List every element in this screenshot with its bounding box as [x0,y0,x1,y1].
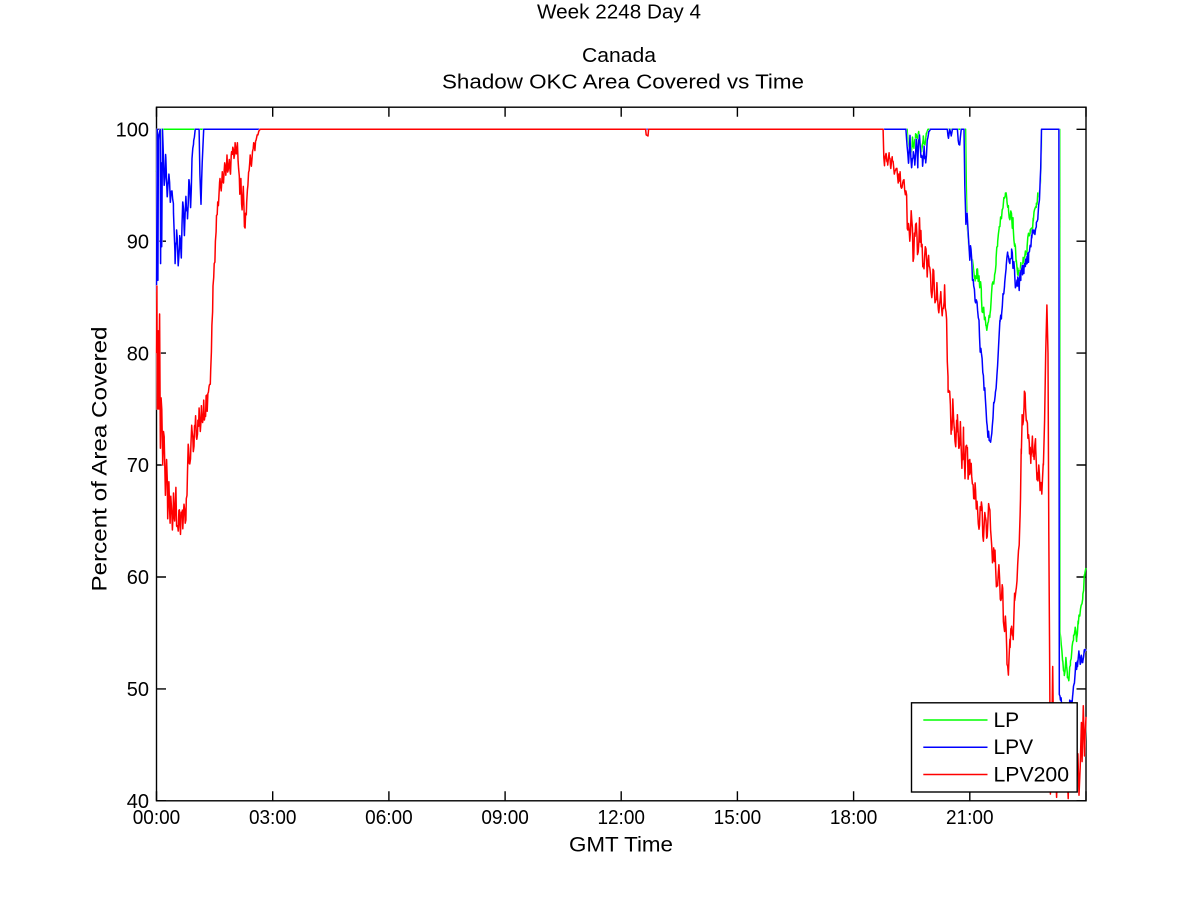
svg-text:Canada: Canada [582,45,657,67]
svg-text:LPV: LPV [994,736,1034,759]
svg-text:03:00: 03:00 [249,807,297,829]
svg-text:21:00: 21:00 [946,807,994,829]
svg-text:LP: LP [994,709,1020,732]
svg-text:12:00: 12:00 [597,807,645,829]
svg-text:09:00: 09:00 [481,807,529,829]
svg-text:80: 80 [127,343,149,365]
svg-text:70: 70 [127,455,149,477]
svg-text:15:00: 15:00 [714,807,762,829]
svg-text:Percent of Area Covered: Percent of Area Covered [89,327,112,592]
svg-text:50: 50 [127,679,149,701]
svg-text:00:00: 00:00 [133,807,181,829]
svg-text:LPV200: LPV200 [994,764,1070,787]
svg-text:Shadow OKC Area Covered vs Tim: Shadow OKC Area Covered vs Time [442,71,804,93]
svg-text:90: 90 [127,231,149,253]
svg-text:18:00: 18:00 [830,807,878,829]
svg-text:100: 100 [116,120,149,142]
svg-text:Week 2248 Day 4: Week 2248 Day 4 [537,1,701,23]
svg-text:GMT Time: GMT Time [569,834,673,857]
svg-text:40: 40 [127,791,149,813]
svg-text:60: 60 [127,567,149,589]
svg-text:06:00: 06:00 [365,807,413,829]
